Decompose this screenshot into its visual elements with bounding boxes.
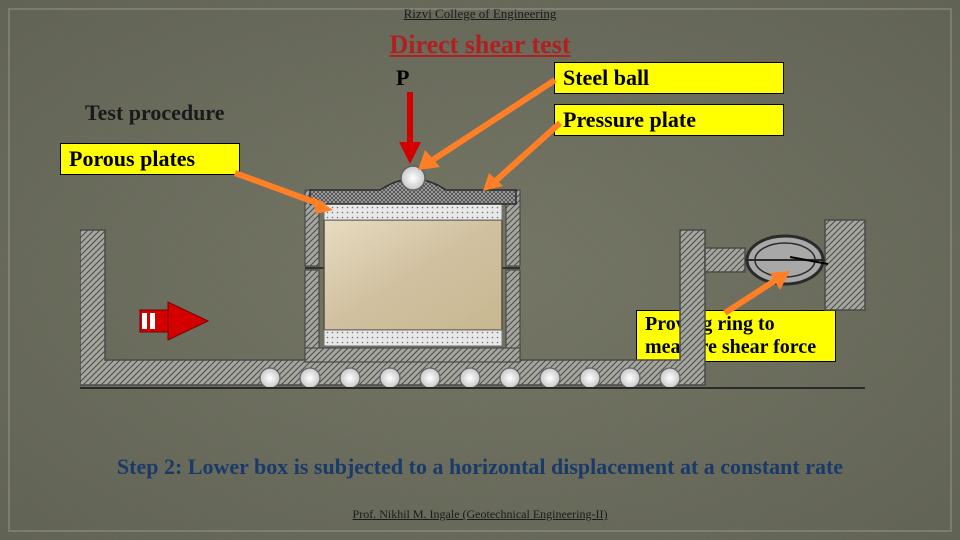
slide-title: Direct shear test (0, 30, 960, 60)
red-arrow-icon (140, 302, 208, 340)
pointer-proving-ring (720, 268, 800, 318)
label-steel-ball: Steel ball (554, 62, 784, 94)
label-test-procedure: Test procedure (85, 100, 225, 126)
label-pressure-plate: Pressure plate (554, 104, 784, 136)
pointer-pressure-plate (475, 118, 565, 198)
pointer-porous-plates (230, 168, 340, 218)
college-header: Rizvi College of Engineering (0, 6, 960, 22)
label-p: P (396, 65, 409, 91)
step-caption: Step 2: Lower box is subjected to a hori… (0, 453, 960, 481)
porous-plate-top (324, 204, 502, 220)
pointer-s (790, 252, 840, 282)
porous-plate-bottom (324, 330, 502, 346)
professor-footer: Prof. Nikhil M. Ingale (Geotechnical Eng… (0, 507, 960, 522)
specimen (324, 220, 502, 330)
